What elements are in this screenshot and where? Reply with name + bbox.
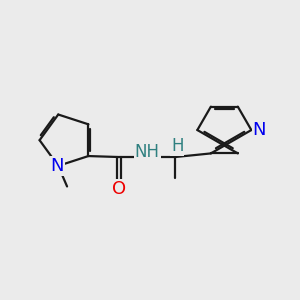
Text: H: H — [171, 137, 184, 155]
Text: NH: NH — [135, 143, 160, 161]
Text: O: O — [112, 180, 126, 198]
Text: N: N — [50, 157, 64, 175]
Text: N: N — [252, 121, 266, 139]
